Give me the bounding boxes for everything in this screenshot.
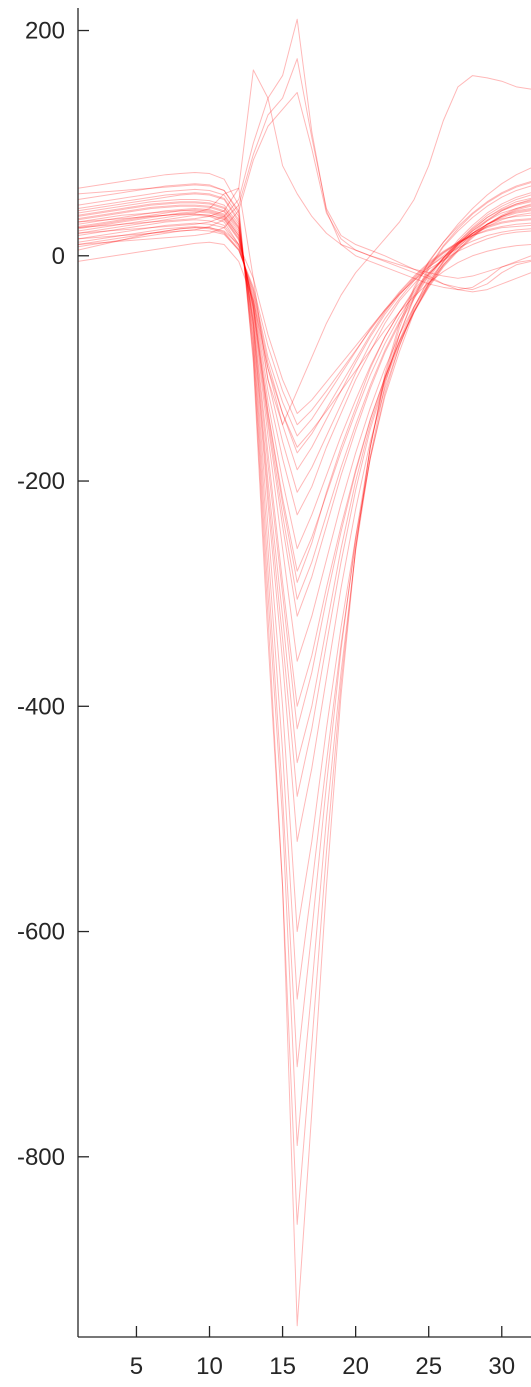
x-tick-label: 10 (196, 1353, 223, 1380)
waveform-line-4 (77, 218, 531, 471)
x-tick-label: 30 (488, 1353, 515, 1380)
waveform-line-3 (77, 207, 531, 662)
waveform-line-27 (77, 182, 531, 1147)
waveform-series-group (77, 18, 531, 1327)
waveform-line-17 (77, 204, 531, 600)
y-axis-ticks: 200 0 -200 -400 -600 -800 (17, 18, 89, 1171)
waveform-line-2 (77, 210, 531, 583)
waveform-line-6 (77, 193, 531, 933)
waveform-line-19 (77, 192, 531, 1000)
waveform-line-15 (77, 227, 531, 414)
waveform-line-8 (77, 200, 531, 617)
waveform-line-21 (77, 18, 531, 291)
y-tick-label: -200 (17, 468, 65, 495)
waveform-line-29 (77, 228, 531, 426)
waveform-line-22 (77, 58, 531, 293)
waveform-line-1 (77, 214, 531, 516)
waveform-line-11 (77, 212, 531, 550)
waveform-line-25 (77, 75, 531, 426)
waveform-line-16 (77, 167, 531, 1225)
y-tick-label: -800 (17, 1144, 65, 1171)
y-tick-label: 200 (25, 18, 65, 45)
waveform-line-13 (77, 219, 531, 493)
waveform-line-24 (77, 91, 531, 279)
y-tick-label: 0 (52, 243, 65, 270)
y-tick-label: -600 (17, 919, 65, 946)
waveform-line-28 (77, 198, 531, 797)
waveform-line-14 (77, 197, 531, 842)
waveform-line-30 (77, 209, 531, 572)
waveform-line-7 (77, 224, 531, 437)
waveform-line-5 (77, 201, 531, 764)
x-tick-label: 15 (269, 1353, 296, 1380)
x-axis-ticks: 5 10 15 20 25 30 (130, 1326, 515, 1380)
axes (77, 8, 531, 1338)
x-tick-label: 25 (415, 1353, 442, 1380)
waveform-line-12 (77, 205, 531, 707)
waveform-line-23 (77, 69, 531, 291)
x-tick-label: 5 (130, 1353, 143, 1380)
waveform-line-10 (77, 180, 531, 1327)
x-tick-label: 20 (342, 1353, 369, 1380)
y-tick-label: -400 (17, 693, 65, 720)
waveform-line-18 (77, 222, 531, 454)
waveform-line-9 (77, 185, 531, 1068)
waveform-line-20 (77, 203, 531, 730)
waveform-line-26 (77, 241, 531, 448)
